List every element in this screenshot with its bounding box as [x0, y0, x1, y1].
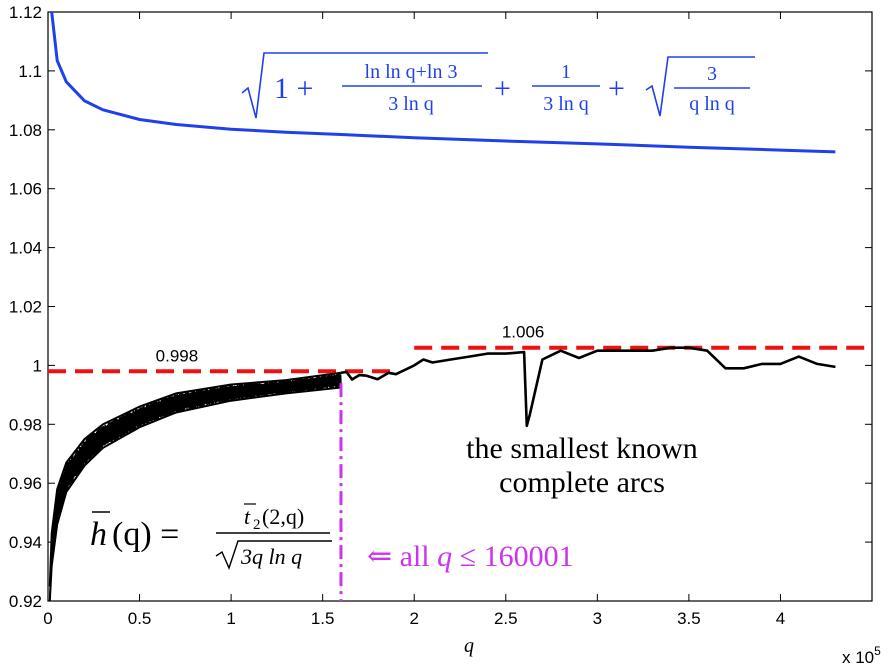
axis-ticks	[47, 11, 872, 602]
h-sqrt-sign	[215, 540, 332, 570]
x-tick-labels: 0 0.5 1 1.5 2 2.5 3 3.5 4	[43, 609, 785, 628]
outer-sqrt-sign	[241, 52, 488, 119]
h-bar-formula: h (q) = t 2 (2,q) 3q ln q	[90, 503, 332, 570]
bound-plus-2: +	[608, 72, 625, 105]
bound-frac3-num: 3	[707, 63, 717, 85]
x-tick-label: 4	[776, 609, 785, 628]
y-tick-label: 1.06	[9, 180, 42, 199]
marker-cond: ≤ 160001	[460, 540, 574, 573]
smallest-arcs-line1: the smallest known	[466, 432, 698, 465]
plot-frame	[47, 11, 873, 602]
x-tick-label: 2.5	[494, 609, 518, 628]
h-lhs-h: h	[90, 516, 107, 553]
x-tick-label: 2	[409, 609, 418, 628]
x-multiplier-base: x 10	[842, 648, 874, 667]
dashed-reference-lines: 0.998 1.006	[48, 323, 872, 374]
x-tick-label: 0	[43, 609, 52, 628]
y-tick-label: 1.1	[18, 62, 42, 81]
y-tick-label: 1.02	[9, 298, 42, 317]
x-tick-label: 1.5	[311, 609, 335, 628]
y-tick-label: 1.04	[9, 239, 42, 258]
x-tick-label: 0.5	[128, 609, 152, 628]
smallest-arcs-line2: complete arcs	[499, 466, 665, 499]
inner-sqrt-sign	[645, 56, 755, 117]
dashed-level-label: 0.998	[156, 346, 199, 365]
upper-bound-formula: 1 + ln ln q+ln 3 3 ln q + 1 3 ln q + 3 q…	[241, 52, 755, 119]
bound-frac1-den: 3 ln q	[388, 93, 434, 115]
y-tick-label: 1	[33, 356, 42, 375]
marker-annotation: ⇐ all q ≤ 160001	[367, 540, 574, 573]
x-tick-label: 3.5	[677, 609, 701, 628]
y-tick-label: 1.08	[9, 121, 42, 140]
y-tick-label: 0.98	[9, 415, 42, 434]
upper-bound-curve	[50, 11, 836, 154]
h-den: 3q ln q	[240, 544, 302, 569]
y-tick-label: 0.96	[9, 474, 42, 493]
bound-one: 1 +	[274, 72, 313, 105]
x-axis-label: q	[464, 635, 474, 657]
h-num-t: t	[244, 504, 251, 529]
x-tick-label: 1	[226, 609, 235, 628]
h-lhs-rest: (q) =	[112, 516, 179, 553]
y-tick-label: 1.12	[9, 3, 42, 22]
dashed-level-label: 1.006	[502, 323, 545, 342]
bound-frac3-den: q ln q	[689, 93, 735, 115]
bound-plus-1: +	[494, 72, 511, 105]
smallest-arcs-line	[340, 346, 836, 428]
y-tick-label: 0.92	[9, 592, 42, 611]
marker-arrow: ⇐ all	[367, 540, 430, 573]
y-tick-label: 0.94	[9, 533, 42, 552]
series-layer	[48, 11, 836, 602]
x-tick-label: 3	[593, 609, 602, 628]
h-bar-upper-envelope	[48, 371, 342, 587]
bound-frac2-den: 3 ln q	[543, 93, 589, 115]
bound-frac2-num: 1	[561, 61, 571, 83]
h-num-sub: 2	[253, 517, 261, 533]
h-bar-lower-envelope	[48, 386, 342, 602]
x-multiplier: x 105	[842, 644, 881, 667]
h-num-args: (2,q)	[262, 504, 304, 529]
x-multiplier-exp: 5	[874, 644, 881, 658]
y-tick-labels: 0.92 0.94 0.96 0.98 1 1.02 1.04 1.06 1.08 1.1 1.12	[9, 3, 42, 611]
marker-var: q	[437, 540, 452, 573]
bound-frac1-num: ln ln q+ln 3	[365, 61, 458, 83]
